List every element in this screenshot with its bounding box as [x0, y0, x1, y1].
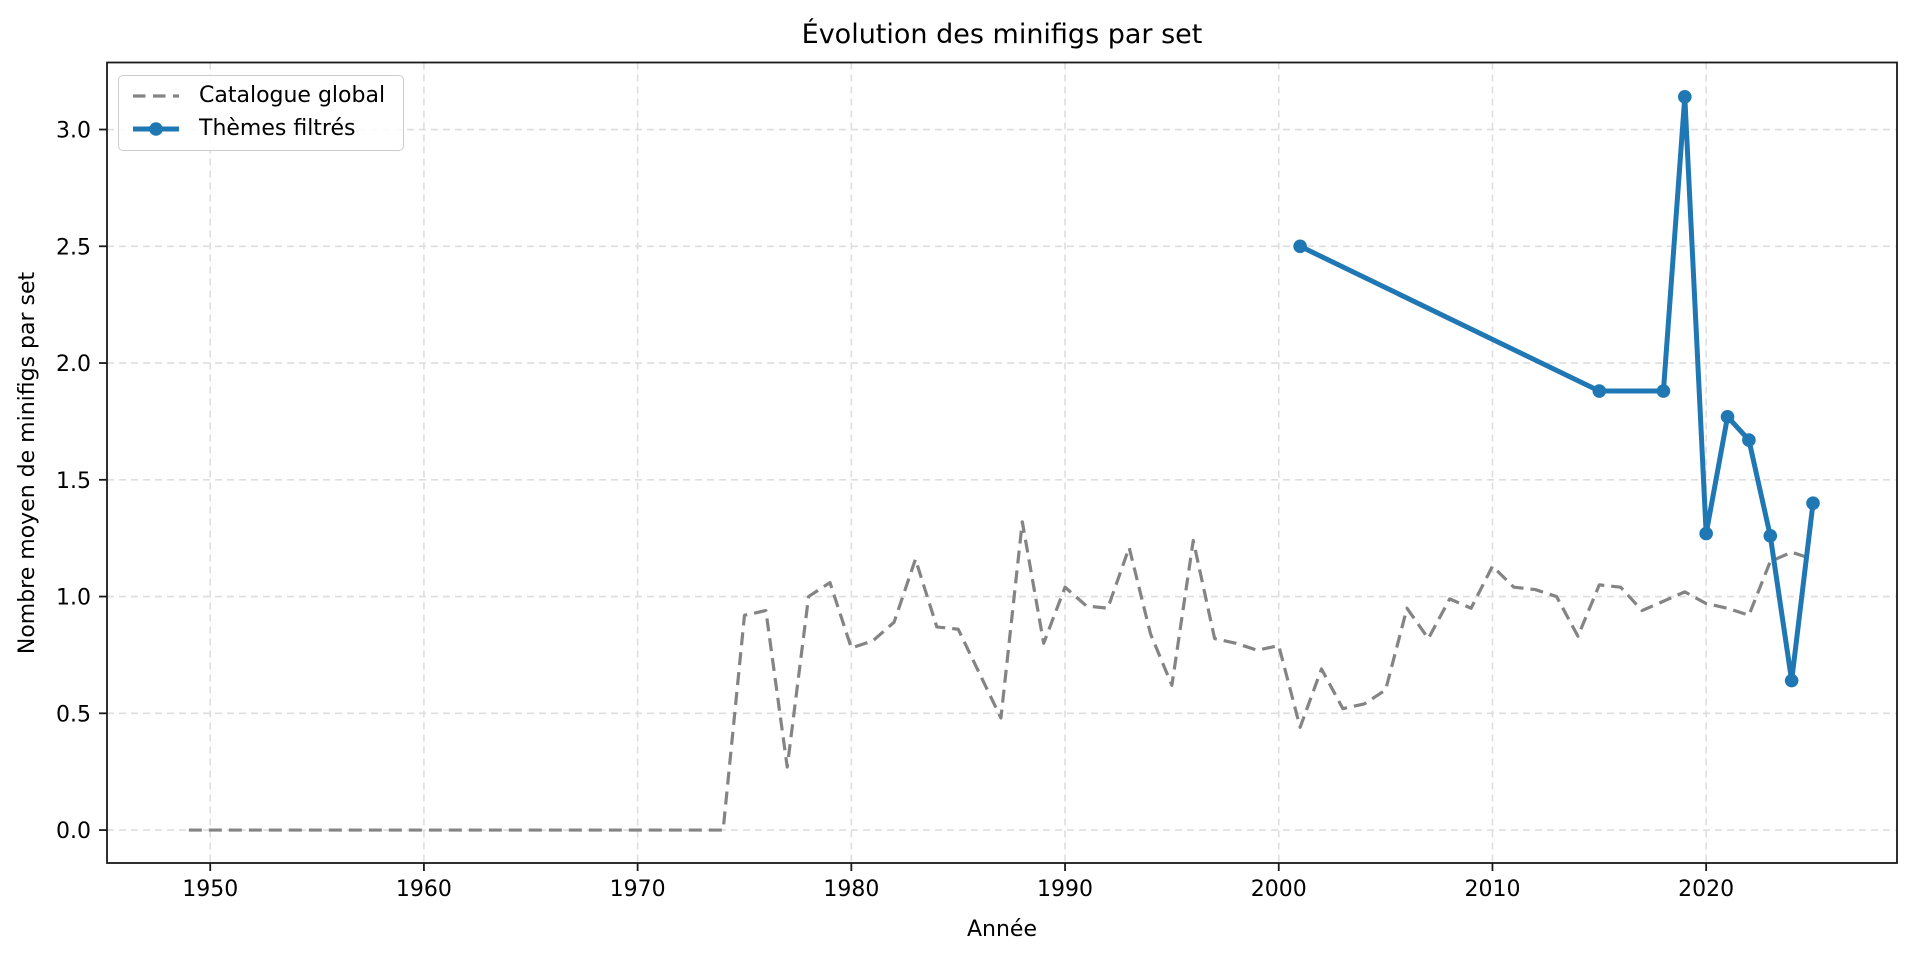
series-line-0: [188, 520, 1814, 832]
series-markers-1: [1293, 90, 1820, 688]
legend-item-themes-filtres: Thèmes filtrés: [132, 113, 385, 144]
x-tick-label: 1970: [610, 877, 666, 902]
plot-frame: [106, 61, 1898, 864]
data-point: [1592, 384, 1607, 398]
data-point: [1656, 384, 1671, 398]
data-point: [1699, 526, 1713, 541]
legend-item-catalogue-global: Catalogue global: [132, 80, 385, 111]
legend-label: Thèmes filtrés: [199, 115, 356, 141]
y-tick-label: 1.0: [56, 586, 91, 611]
x-tick-label: 1950: [182, 877, 238, 902]
data-point: [1784, 673, 1799, 688]
x-tick-label: 2010: [1464, 877, 1520, 902]
y-tick-label: 2.5: [56, 235, 91, 260]
x-tick-label: 1960: [396, 877, 452, 902]
chart-title: Évolution des minifigs par set: [802, 18, 1203, 50]
x-tick-labels: 1950 1960 1970 1980 1990 2000 2010 2020: [182, 877, 1734, 902]
x-tick-label: 1980: [823, 877, 879, 902]
y-tick-label: 1.5: [56, 469, 91, 494]
y-axis-label: Nombre moyen de minifigs par set: [15, 271, 40, 654]
y-tick-label: 0.5: [56, 702, 91, 727]
x-tick-label: 2020: [1678, 877, 1734, 902]
series-line-1: [1297, 94, 1816, 684]
legend-label: Catalogue global: [199, 82, 386, 108]
line-marker-swatch: [133, 121, 179, 136]
data-point: [1720, 409, 1735, 424]
data-point: [1742, 433, 1756, 447]
axis-ticks: [99, 128, 1708, 871]
x-tick-label: 1990: [1037, 877, 1093, 902]
y-tick-labels: 0.0 0.5 1.0 1.5 2.0 2.5 3.0: [56, 119, 91, 845]
x-axis-label: Année: [967, 917, 1037, 942]
series-lines: [188, 90, 1820, 832]
data-point: [1806, 496, 1820, 510]
data-point: [1763, 529, 1778, 543]
data-point: [1293, 239, 1307, 254]
dashed-line-swatch: [133, 93, 179, 98]
data-point: [1677, 90, 1692, 104]
legend: Catalogue global Thèmes filtrés: [118, 75, 405, 151]
y-tick-label: 2.0: [56, 352, 91, 377]
y-tick-label: 3.0: [56, 119, 91, 144]
y-tick-label: 0.0: [56, 819, 91, 844]
gridlines: [107, 62, 1897, 863]
x-tick-label: 2000: [1251, 877, 1307, 902]
